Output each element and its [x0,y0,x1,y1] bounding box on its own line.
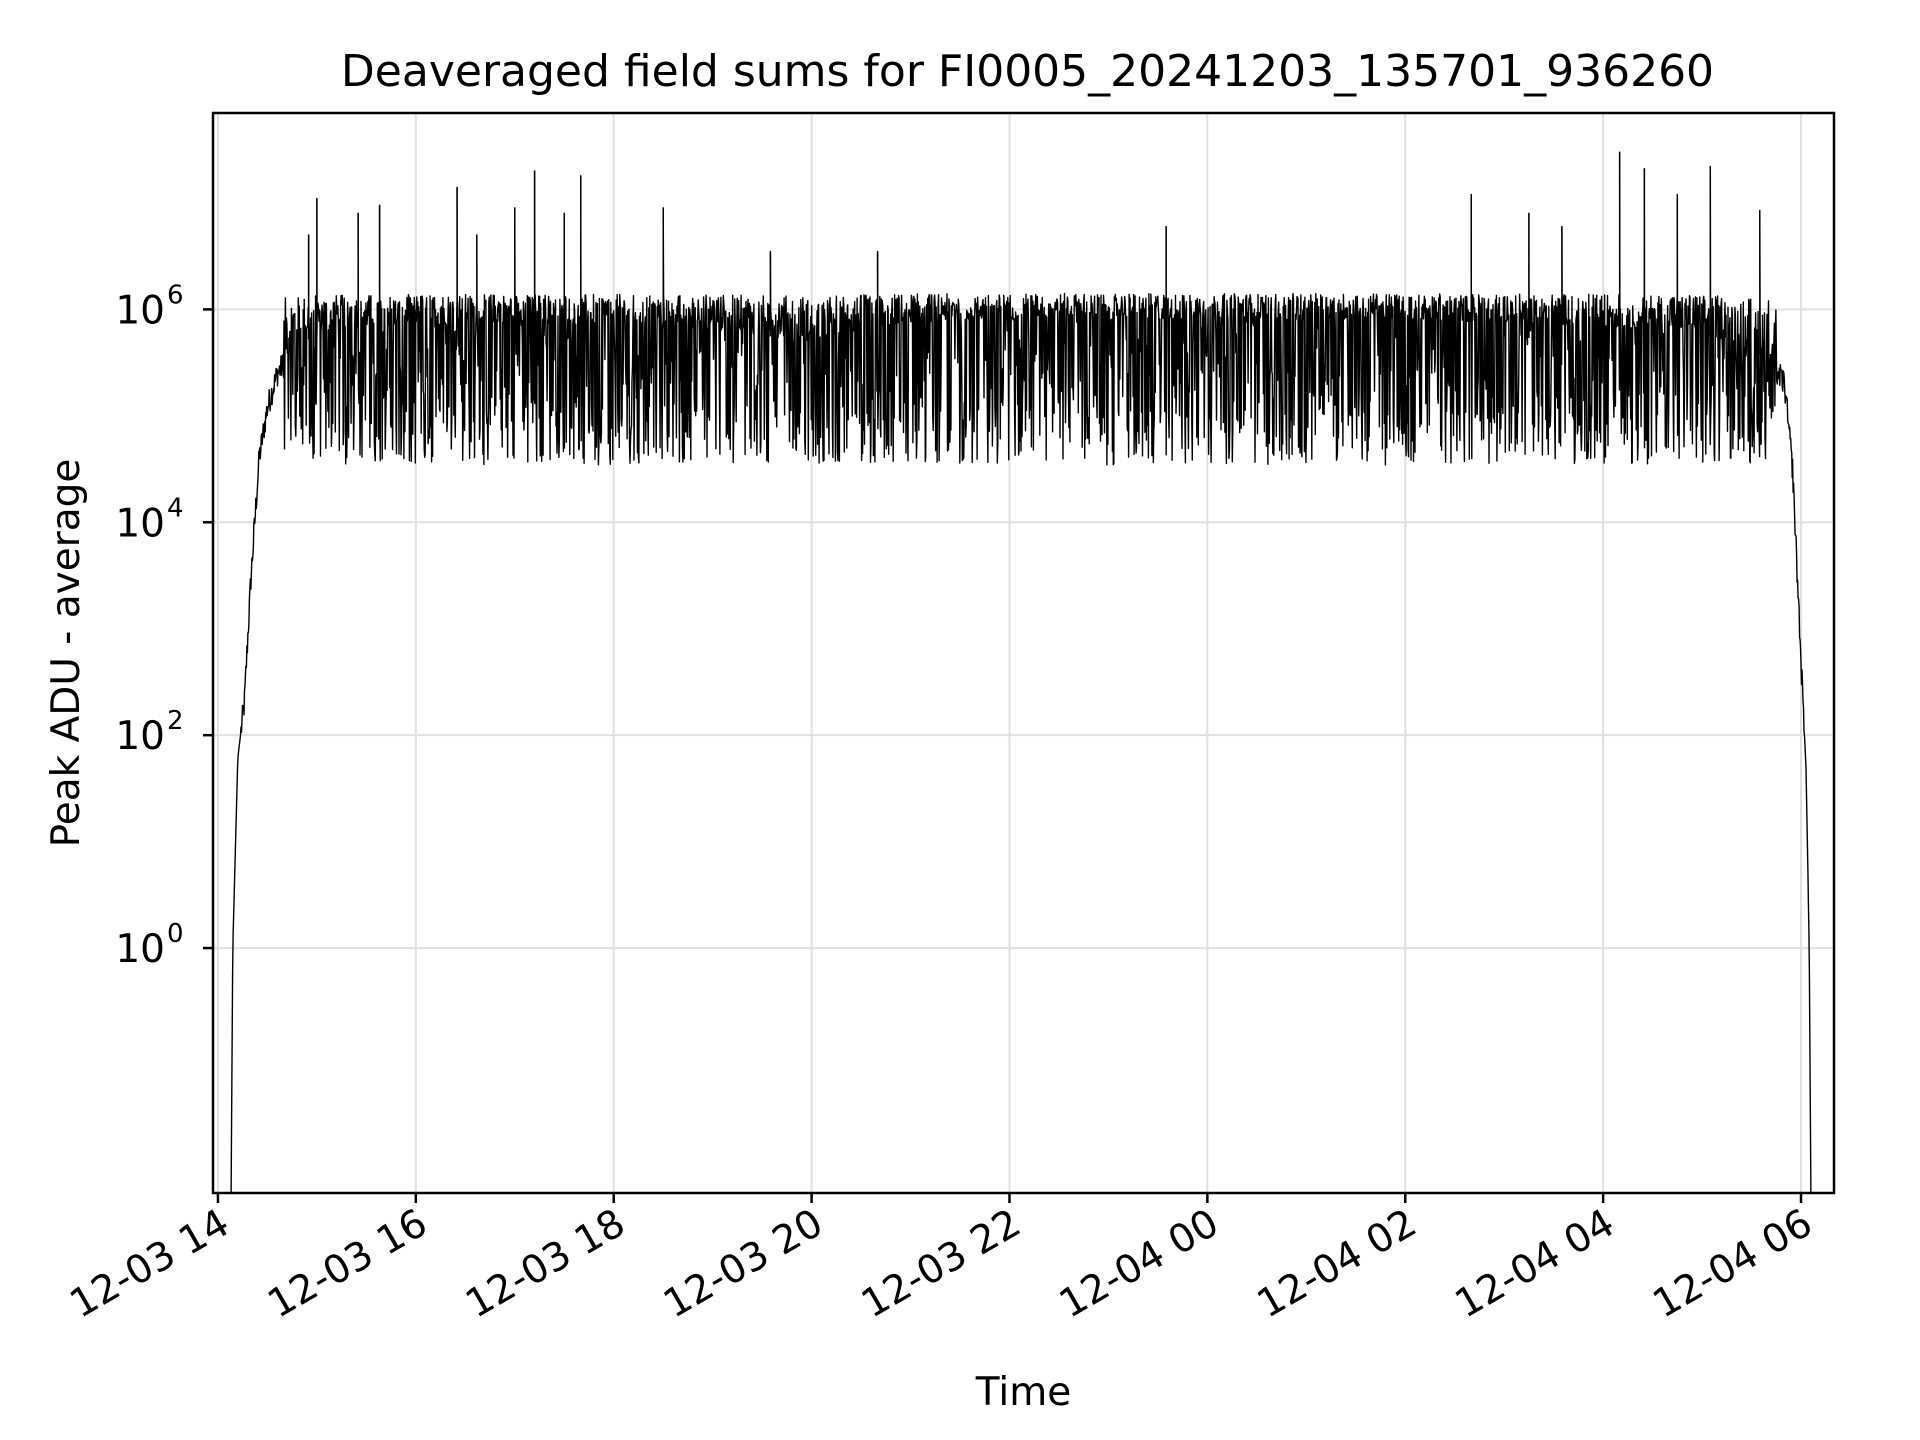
y-tick-label: 10 [115,501,165,546]
plot-frame [211,111,1836,1195]
y-tick-label: 10 [115,288,165,333]
series-line [230,151,1812,1194]
y-tick-exponent: 0 [167,919,184,949]
y-tick-exponent: 2 [167,706,184,736]
data-series [230,151,1812,1194]
chart-title: Deaveraged field sums for FI0005_2024120… [341,46,1714,97]
x-axis-label: Time [975,1370,1071,1415]
y-tick-exponent: 6 [167,280,184,310]
y-tick-label: 10 [115,927,165,972]
y-tick-label: 10 [115,714,165,759]
y-axis-label: Peak ADU - average [44,459,89,848]
y-tick-exponent: 4 [167,493,184,523]
